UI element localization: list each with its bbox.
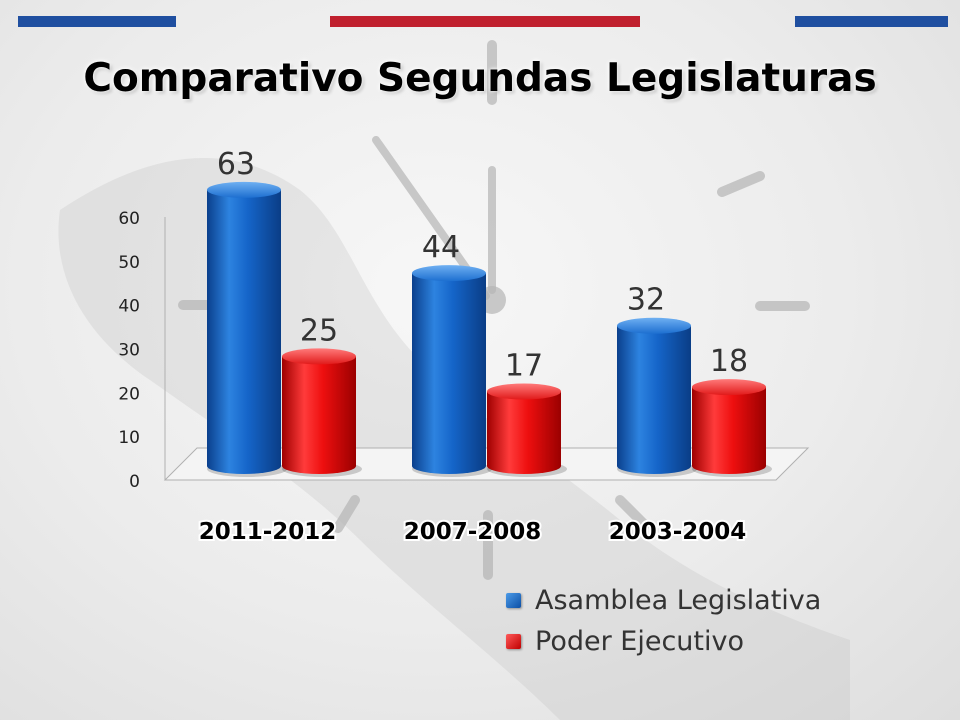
bar-asamblea-2003-2004 [617, 317, 697, 477]
legend: Asamblea Legislativa Poder Ejecutivo [506, 580, 821, 662]
data-label: 25 [300, 313, 338, 348]
data-label: 17 [505, 348, 543, 383]
legend-swatch-blue [506, 593, 521, 608]
data-label: 63 [217, 147, 255, 182]
x-tick-label: 2011-2012 [199, 519, 337, 545]
bars-group: 63 25 44 17 32 18 [207, 147, 772, 477]
y-tick-label: 40 [118, 297, 140, 317]
y-tick-label: 10 [118, 428, 140, 448]
top-stripe-right [795, 16, 948, 27]
y-tick-label: 20 [118, 384, 140, 404]
top-stripe-left [18, 16, 176, 27]
page-title: Comparativo Segundas Legislaturas [83, 56, 877, 101]
bar-ejecutivo-2003-2004 [692, 379, 772, 477]
bar-asamblea-2007-2008 [412, 265, 492, 477]
x-tick-label: 2003-2004 [609, 519, 747, 545]
y-tick-label: 60 [118, 209, 140, 229]
legend-item-asamblea: Asamblea Legislativa [506, 580, 821, 621]
bar-asamblea-2011-2012 [207, 181, 287, 477]
legend-label-ejecutivo: Poder Ejecutivo [535, 626, 744, 657]
legend-swatch-red [506, 634, 521, 649]
data-label: 18 [710, 344, 748, 379]
y-tick-label: 0 [129, 472, 140, 492]
x-axis-labels: 2011-2012 2007-2008 2003-2004 [197, 517, 749, 547]
bar-ejecutivo-2007-2008 [487, 383, 567, 477]
y-axis-ticks: 0 10 20 30 40 50 60 [118, 209, 140, 492]
legend-label-asamblea: Asamblea Legislativa [535, 585, 822, 616]
bar-ejecutivo-2011-2012 [282, 348, 362, 477]
x-tick-label: 2007-2008 [404, 519, 542, 545]
top-stripe-center [330, 16, 640, 27]
y-tick-label: 50 [118, 253, 140, 273]
legend-item-ejecutivo: Poder Ejecutivo [506, 621, 821, 662]
data-label: 44 [422, 230, 460, 265]
data-label: 32 [627, 283, 665, 318]
y-tick-label: 30 [118, 341, 140, 361]
